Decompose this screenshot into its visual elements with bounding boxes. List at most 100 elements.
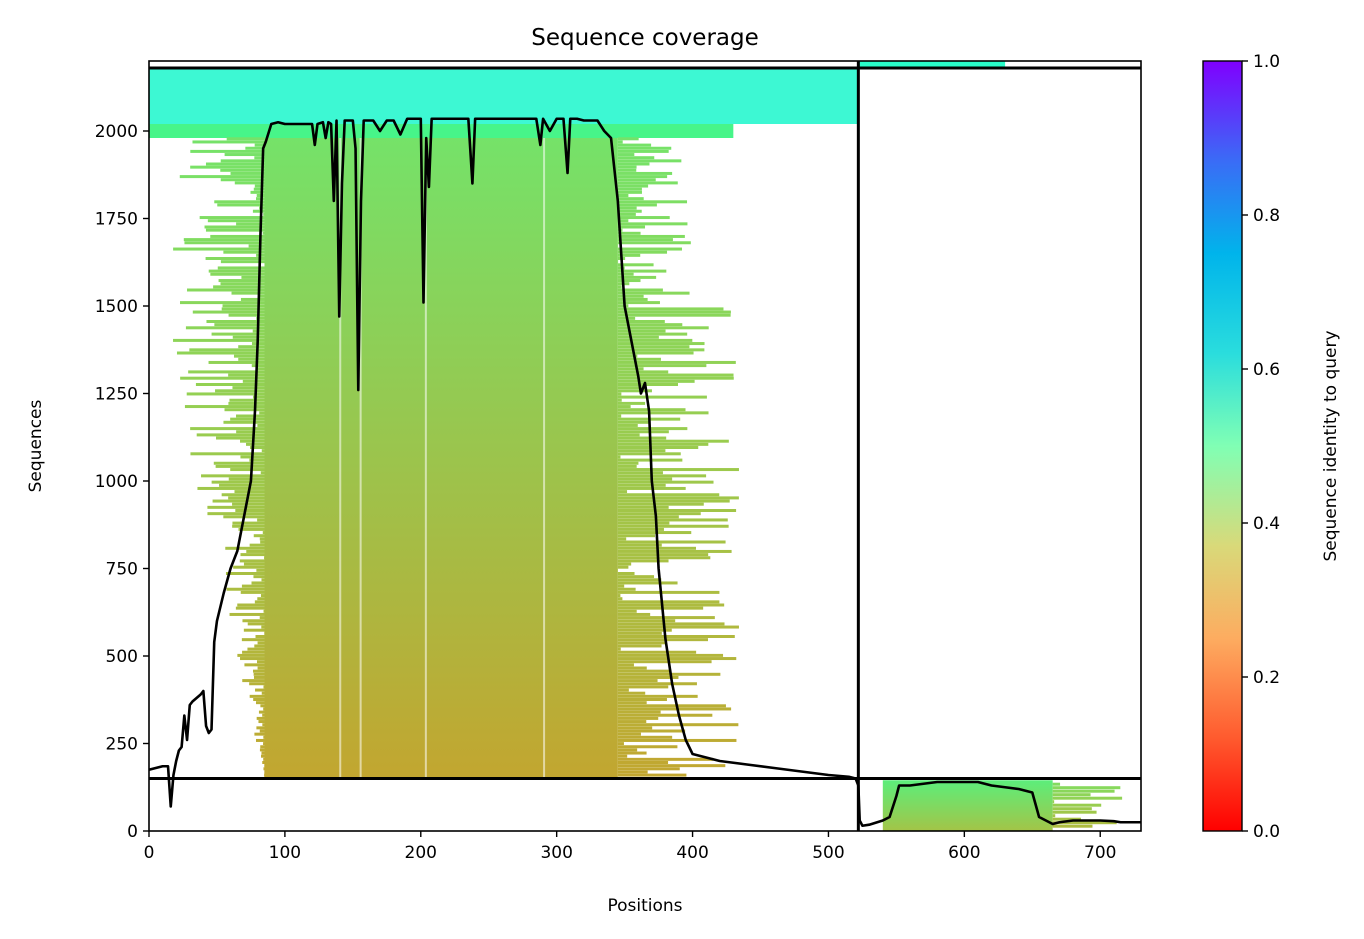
alignment-fragment <box>229 612 265 616</box>
alignment-fragment <box>617 534 656 538</box>
alignment-fragment <box>617 288 663 292</box>
alignment-fragment <box>617 761 669 764</box>
alignment-fragment <box>257 597 265 601</box>
alignment-fragment <box>260 471 265 475</box>
alignment-fragment <box>228 373 265 377</box>
alignment-fragment <box>617 307 724 311</box>
alignment-fragment <box>263 685 265 689</box>
alignment-fragment <box>253 575 265 579</box>
axes-frame <box>148 60 1142 832</box>
alignment-fragment <box>617 480 714 484</box>
alignment-fragment <box>617 275 657 279</box>
alignment-fragment <box>617 647 621 651</box>
alignment-fragment <box>187 288 265 292</box>
alignment-fragment <box>208 360 265 364</box>
alignment-fragment <box>617 509 737 512</box>
alignment-fragment <box>256 660 265 664</box>
coverage-line <box>149 117 1141 828</box>
alignment-fragment <box>196 433 265 437</box>
alignment-fragment <box>617 631 662 635</box>
alignment-fragment <box>617 401 646 405</box>
y-tick-label: 1000 <box>95 472 138 492</box>
alignment-fragment <box>617 490 628 494</box>
alignment-fragment <box>249 682 265 686</box>
alignment-fragment <box>617 549 732 553</box>
alignment-fragment <box>253 672 265 676</box>
alignment-fragment <box>1052 796 1123 800</box>
alignment-fragment <box>241 584 265 588</box>
x-axis-label: Positions <box>607 896 682 916</box>
alignment-fragment <box>263 609 265 613</box>
alignment-fragment <box>257 666 265 670</box>
alignment-fragment <box>617 449 666 453</box>
alignment-fragment <box>617 565 629 569</box>
heatmap-block <box>858 61 1006 68</box>
alignment-fragment <box>246 442 265 446</box>
alignment-fragment <box>617 342 705 346</box>
alignment-fragment <box>617 332 688 336</box>
alignment-fragment <box>617 395 707 399</box>
alignment-fragment <box>617 234 685 238</box>
alignment-fragment <box>258 710 265 714</box>
alignment-fragment <box>617 351 694 355</box>
alignment-fragment <box>617 159 682 163</box>
alignment-fragment <box>256 197 265 201</box>
alignment-fragment <box>617 455 621 459</box>
alignment-fragment <box>260 745 265 749</box>
alignment-fragment <box>250 190 265 194</box>
alignment-fragment <box>224 153 265 157</box>
alignment-fragment <box>617 606 704 610</box>
alignment-fragment <box>617 553 709 557</box>
alignment-fragment <box>176 351 265 355</box>
alignment-fragment <box>617 253 641 257</box>
alignment-fragment <box>192 310 265 314</box>
alignment-fragment <box>617 436 667 440</box>
alignment-fragment <box>232 521 265 525</box>
alignment-fragment <box>617 383 679 386</box>
alignment-fragment <box>233 565 265 569</box>
alignment-fragment <box>228 401 265 405</box>
alignment-fragment <box>240 297 265 301</box>
alignment-fragment <box>617 310 731 314</box>
y-axis-ticks: 0 250 500 750 1000 1250 1500 1750 2000 <box>95 122 149 842</box>
alignment-fragment <box>236 414 265 418</box>
alignment-fragment <box>240 553 265 557</box>
alignment-fragment <box>1052 817 1081 821</box>
plot-border <box>148 60 1142 832</box>
alignment-fragment <box>617 603 725 607</box>
alignment-fragment <box>617 483 666 487</box>
alignment-fragment <box>184 405 265 409</box>
heatmap-block <box>882 780 1053 831</box>
alignment-fragment <box>240 590 265 594</box>
alignment-fragment <box>249 543 265 547</box>
alignment-fragment <box>617 524 729 528</box>
alignment-fragment <box>205 162 265 166</box>
alignment-fragment <box>205 228 265 232</box>
alignment-fragment <box>256 701 265 705</box>
alignment-fragment <box>617 666 647 670</box>
alignment-fragment <box>617 527 664 531</box>
gap-column <box>359 138 362 779</box>
alignment-fragment <box>217 203 265 207</box>
alignment-fragment <box>617 461 639 465</box>
colorbar-tick-label: 0.4 <box>1253 514 1280 534</box>
alignment-fragment <box>238 357 265 361</box>
alignment-fragment <box>234 181 265 185</box>
alignment-fragment <box>1052 814 1056 818</box>
alignment-fragment <box>256 568 265 572</box>
alignment-fragment <box>260 704 265 708</box>
alignment-fragment <box>262 723 265 727</box>
alignment-fragment <box>617 707 732 711</box>
alignment-fragment <box>617 540 726 544</box>
alignment-fragment <box>617 477 673 481</box>
heatmap-layer <box>149 61 1123 831</box>
alignment-fragment <box>190 452 265 456</box>
x-tick-label: 200 <box>405 843 437 863</box>
alignment-fragment <box>254 644 265 648</box>
alignment-fragment <box>247 622 265 626</box>
x-tick-label: 700 <box>1084 843 1116 863</box>
alignment-fragment <box>249 458 265 462</box>
alignment-fragment <box>617 559 669 563</box>
alignment-fragment <box>617 770 648 774</box>
alignment-fragment <box>617 515 679 519</box>
